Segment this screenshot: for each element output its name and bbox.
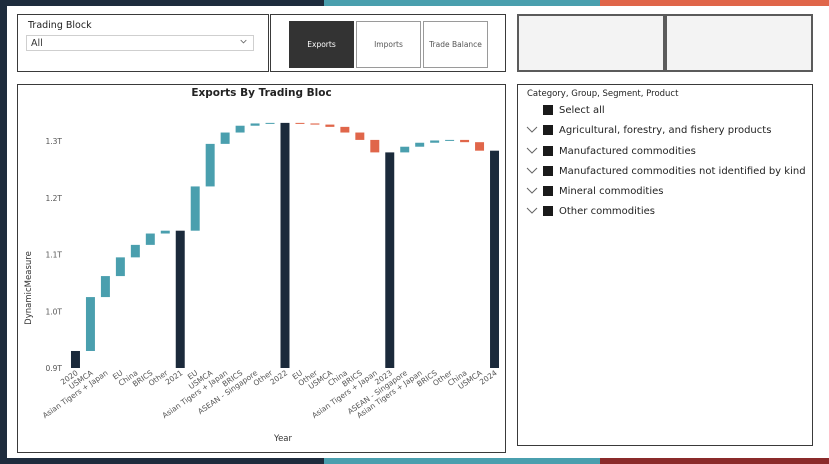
chevron-down-icon[interactable]	[526, 126, 538, 134]
x-tick-label: 2024	[478, 368, 499, 386]
tree-item-label: Other commodities	[559, 206, 655, 217]
measure-button-group: Exports Imports Trade Balance	[270, 14, 506, 72]
checkbox-icon[interactable]	[543, 146, 553, 156]
waterfall-bar-increase[interactable]	[250, 123, 260, 126]
tree-item-label: Manufactured commodities not identified …	[559, 166, 806, 177]
waterfall-bar-decrease[interactable]	[340, 126, 350, 133]
checkbox-icon[interactable]	[543, 206, 553, 216]
waterfall-bar-increase[interactable]	[220, 132, 230, 144]
chevron-down-icon[interactable]	[526, 147, 538, 155]
trading-block-dropdown[interactable]: All	[26, 35, 254, 51]
bottom-band-navy	[0, 458, 324, 464]
x-tick-label: 2022	[268, 368, 289, 386]
waterfall-bar-decrease[interactable]	[325, 124, 335, 127]
waterfall-bar-decrease[interactable]	[310, 123, 320, 125]
waterfall-bar-decrease[interactable]	[475, 142, 485, 151]
tree-item-label: Manufactured commodities	[559, 146, 696, 157]
waterfall-bar-total[interactable]	[490, 150, 500, 368]
tree-item[interactable]: Agricultural, forestry, and fishery prod…	[526, 125, 771, 139]
slicer-title: Trading Block	[28, 20, 92, 31]
checkbox-icon[interactable]	[543, 105, 553, 115]
waterfall-bar-increase[interactable]	[430, 140, 440, 143]
top-band-teal	[324, 0, 600, 8]
x-axis-title: Year	[273, 434, 293, 444]
checkbox-icon[interactable]	[543, 186, 553, 196]
tree-item[interactable]: Manufactured commodities	[526, 146, 696, 160]
waterfall-bar-total[interactable]	[70, 350, 80, 368]
exports-button[interactable]: Exports	[289, 21, 354, 68]
tree-item[interactable]: Other commodities	[526, 206, 655, 220]
waterfall-bar-decrease[interactable]	[295, 122, 305, 124]
waterfall-bar-increase[interactable]	[85, 297, 95, 351]
waterfall-bar-total[interactable]	[175, 230, 185, 368]
tree-slicer-title: Category, Group, Segment, Product	[527, 89, 679, 99]
trade-balance-button[interactable]: Trade Balance	[423, 21, 488, 68]
y-tick-label: 0.9T	[45, 364, 62, 373]
waterfall-bar-increase[interactable]	[160, 230, 170, 234]
y-tick-label: 1.2T	[45, 194, 62, 203]
waterfall-bar-increase[interactable]	[415, 142, 425, 147]
chevron-down-icon[interactable]	[526, 167, 538, 175]
checkbox-icon[interactable]	[543, 125, 553, 135]
y-axis-title: DynamicMeasure	[24, 251, 34, 325]
waterfall-chart[interactable]: DynamicMeasure Year 0.9T 1.0T 1.1T 1.2T 1.3T…	[18, 85, 505, 452]
checkbox-icon[interactable]	[543, 166, 553, 176]
tree-item-label: Agricultural, forestry, and fishery prod…	[559, 125, 772, 136]
tree-item[interactable]: Mineral commodities	[526, 186, 664, 200]
tree-item[interactable]: Manufactured commodities not identified …	[526, 166, 806, 180]
waterfall-bar-increase[interactable]	[400, 146, 410, 153]
waterfall-bar-increase[interactable]	[130, 244, 140, 258]
tree-item-label: Mineral commodities	[559, 186, 664, 197]
waterfall-bar-increase[interactable]	[445, 139, 455, 141]
waterfall-bar-decrease[interactable]	[355, 132, 365, 140]
select-all-option[interactable]: Select all	[526, 105, 605, 119]
y-tick-label: 1.0T	[45, 307, 62, 316]
waterfall-bar-total[interactable]	[385, 152, 395, 368]
y-tick-label: 1.1T	[45, 251, 62, 260]
bottom-band-red	[600, 458, 829, 464]
chevron-down-icon	[240, 39, 247, 44]
chevron-down-icon[interactable]	[526, 207, 538, 215]
y-axis-ticks: 0.9T 1.0T 1.1T 1.2T 1.3T	[45, 137, 62, 373]
waterfall-bar-total[interactable]	[280, 122, 290, 368]
waterfall-bar-increase[interactable]	[115, 257, 125, 277]
waterfall-bar-increase[interactable]	[265, 122, 275, 124]
bottom-band-teal	[324, 458, 600, 464]
chart-title: Exports By Trading Bloc	[191, 87, 332, 99]
placeholder-card-2	[665, 14, 813, 72]
waterfall-bar-increase[interactable]	[145, 233, 155, 245]
select-all-label: Select all	[559, 105, 605, 116]
chevron-down-icon[interactable]	[526, 187, 538, 195]
imports-button[interactable]: Imports	[356, 21, 421, 68]
placeholder-card-1	[517, 14, 665, 72]
category-tree-slicer: Category, Group, Segment, Product Select…	[517, 84, 813, 446]
top-band-navy	[0, 0, 324, 8]
waterfall-bar-decrease[interactable]	[370, 139, 380, 153]
waterfall-bar-increase[interactable]	[190, 186, 200, 231]
report-canvas: Trading Block All Exports Imports Trade …	[7, 6, 829, 458]
dropdown-value: All	[31, 38, 43, 49]
waterfall-bar-decrease[interactable]	[460, 139, 470, 143]
waterfall-bar-increase[interactable]	[100, 276, 110, 298]
trading-block-slicer: Trading Block All	[17, 14, 269, 72]
waterfall-bar-increase[interactable]	[205, 143, 215, 187]
y-tick-label: 1.3T	[45, 137, 62, 146]
top-band-orange	[600, 0, 829, 8]
waterfall-bar-increase[interactable]	[235, 125, 245, 133]
exports-chart-card: Exports By Trading Bloc DynamicMeasure Y…	[17, 84, 506, 453]
bars-layer	[70, 122, 500, 368]
x-tick-label: 2021	[164, 368, 185, 386]
